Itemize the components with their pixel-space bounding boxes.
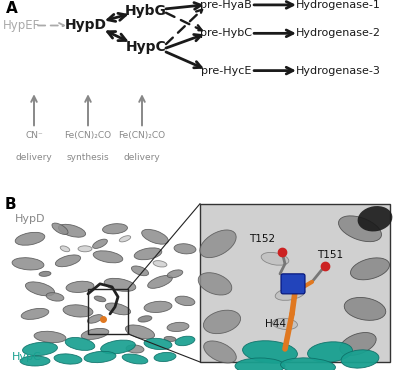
Ellipse shape bbox=[105, 303, 131, 315]
Ellipse shape bbox=[275, 287, 305, 300]
Text: HybG: HybG bbox=[125, 4, 167, 18]
Ellipse shape bbox=[60, 246, 70, 252]
Ellipse shape bbox=[167, 270, 183, 278]
Ellipse shape bbox=[102, 223, 128, 234]
Ellipse shape bbox=[174, 244, 196, 254]
Text: CN⁻: CN⁻ bbox=[25, 131, 43, 140]
Text: B: B bbox=[5, 197, 17, 212]
Text: pre-HybC: pre-HybC bbox=[200, 28, 252, 38]
Ellipse shape bbox=[46, 293, 64, 301]
Ellipse shape bbox=[308, 342, 352, 362]
Text: HypD: HypD bbox=[15, 214, 46, 224]
Text: HypEF: HypEF bbox=[3, 19, 41, 32]
Text: pre-HyaB: pre-HyaB bbox=[200, 0, 252, 10]
Text: Fe(CN)₂CO: Fe(CN)₂CO bbox=[64, 131, 112, 140]
Bar bbox=[88, 289, 128, 334]
Ellipse shape bbox=[142, 229, 168, 244]
Ellipse shape bbox=[138, 316, 152, 322]
Ellipse shape bbox=[272, 318, 298, 330]
Ellipse shape bbox=[242, 341, 298, 363]
Bar bbox=[5, 201, 190, 363]
Ellipse shape bbox=[20, 356, 50, 366]
Ellipse shape bbox=[34, 331, 66, 343]
Bar bbox=[200, 204, 390, 362]
FancyBboxPatch shape bbox=[281, 274, 305, 294]
Ellipse shape bbox=[54, 354, 82, 364]
Ellipse shape bbox=[144, 338, 172, 350]
Ellipse shape bbox=[204, 341, 236, 363]
Ellipse shape bbox=[134, 248, 162, 260]
Ellipse shape bbox=[94, 296, 106, 302]
Ellipse shape bbox=[350, 258, 390, 280]
Ellipse shape bbox=[167, 322, 189, 332]
Ellipse shape bbox=[132, 266, 148, 276]
Ellipse shape bbox=[58, 224, 86, 237]
Ellipse shape bbox=[39, 271, 51, 276]
Ellipse shape bbox=[175, 296, 195, 306]
Ellipse shape bbox=[101, 340, 135, 354]
Ellipse shape bbox=[84, 352, 116, 363]
Text: HypC: HypC bbox=[12, 352, 42, 362]
Ellipse shape bbox=[235, 358, 285, 370]
Ellipse shape bbox=[119, 236, 131, 242]
Ellipse shape bbox=[52, 223, 68, 235]
Ellipse shape bbox=[204, 310, 240, 334]
Text: delivery: delivery bbox=[16, 153, 52, 162]
Text: Hydrogenase-2: Hydrogenase-2 bbox=[296, 28, 380, 38]
Ellipse shape bbox=[164, 336, 176, 342]
Ellipse shape bbox=[144, 301, 172, 313]
Ellipse shape bbox=[104, 278, 136, 292]
Ellipse shape bbox=[22, 342, 58, 356]
Text: pre-HycE: pre-HycE bbox=[201, 65, 251, 75]
Ellipse shape bbox=[122, 354, 148, 364]
Ellipse shape bbox=[175, 336, 195, 346]
Text: T151: T151 bbox=[317, 250, 343, 260]
Text: H44: H44 bbox=[264, 319, 286, 329]
Ellipse shape bbox=[148, 275, 172, 288]
Ellipse shape bbox=[12, 258, 44, 270]
Ellipse shape bbox=[340, 333, 376, 356]
Ellipse shape bbox=[93, 239, 107, 248]
Ellipse shape bbox=[15, 232, 45, 245]
Ellipse shape bbox=[26, 282, 54, 296]
Ellipse shape bbox=[358, 206, 392, 232]
Text: Fe(CN)₂CO: Fe(CN)₂CO bbox=[118, 131, 166, 140]
Ellipse shape bbox=[344, 297, 386, 320]
Ellipse shape bbox=[81, 329, 109, 339]
Text: T152: T152 bbox=[249, 234, 275, 244]
Text: Hydrogenase-1: Hydrogenase-1 bbox=[296, 0, 380, 10]
Ellipse shape bbox=[198, 273, 232, 295]
Ellipse shape bbox=[261, 252, 289, 265]
Ellipse shape bbox=[153, 260, 167, 267]
Text: Hydrogenase-3: Hydrogenase-3 bbox=[296, 65, 380, 75]
Ellipse shape bbox=[93, 251, 123, 263]
Ellipse shape bbox=[280, 358, 336, 370]
Ellipse shape bbox=[341, 350, 379, 368]
Ellipse shape bbox=[66, 281, 94, 293]
Ellipse shape bbox=[200, 230, 236, 258]
Text: HypD: HypD bbox=[65, 18, 107, 33]
Ellipse shape bbox=[55, 255, 81, 267]
Ellipse shape bbox=[65, 337, 95, 350]
Ellipse shape bbox=[126, 325, 154, 339]
Ellipse shape bbox=[78, 246, 92, 252]
Ellipse shape bbox=[126, 345, 144, 353]
Text: HypC: HypC bbox=[126, 40, 166, 54]
Ellipse shape bbox=[87, 314, 103, 323]
Ellipse shape bbox=[63, 305, 93, 317]
Text: A: A bbox=[6, 1, 18, 16]
Text: delivery: delivery bbox=[124, 153, 160, 162]
Ellipse shape bbox=[154, 352, 176, 361]
Ellipse shape bbox=[338, 216, 382, 242]
Ellipse shape bbox=[21, 309, 49, 319]
Text: synthesis: synthesis bbox=[67, 153, 109, 162]
